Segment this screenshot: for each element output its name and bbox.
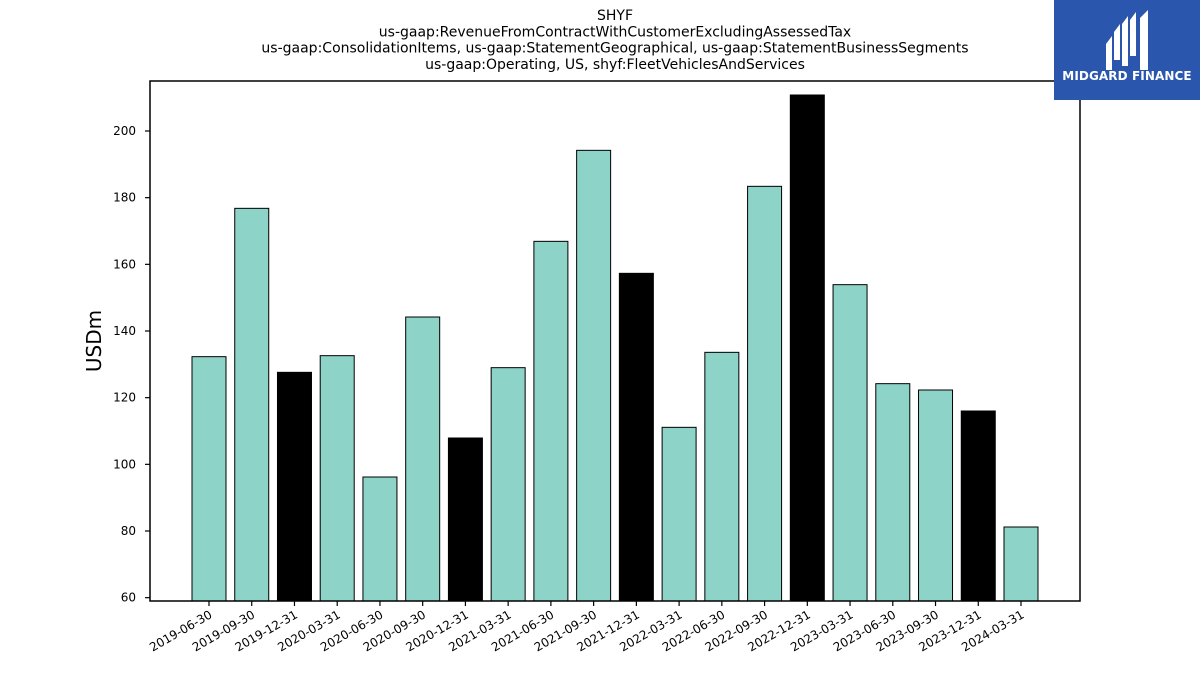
bar-2021-06-30 bbox=[533, 240, 569, 602]
bar-2024-03-31 bbox=[1003, 526, 1039, 602]
bar-2023-06-30 bbox=[875, 383, 911, 602]
bars bbox=[191, 94, 1039, 602]
y-tick-label: 200 bbox=[113, 124, 136, 138]
chart-title: SHYFus-gaap:RevenueFromContractWithCusto… bbox=[261, 8, 968, 73]
y-axis: 60 80 100 120 140 160 180 200 bbox=[113, 124, 150, 605]
logo-text: MIDGARD FINANCE bbox=[1062, 69, 1192, 83]
plot-frame bbox=[149, 80, 1081, 602]
y-tick-label: 60 bbox=[121, 591, 136, 605]
bar-2020-03-31 bbox=[319, 355, 355, 602]
bar-2022-06-30 bbox=[704, 351, 740, 602]
bar-2020-06-30 bbox=[362, 476, 398, 602]
bar-2019-12-31 bbox=[276, 371, 312, 602]
chart-title-line: us-gaap:RevenueFromContractWithCustomerE… bbox=[379, 24, 851, 40]
bar-2023-03-31 bbox=[832, 284, 868, 602]
y-tick-label: 180 bbox=[113, 191, 136, 205]
y-tick-label: 140 bbox=[113, 324, 136, 338]
bar-2023-09-30 bbox=[918, 389, 954, 602]
bar-2021-03-31 bbox=[490, 367, 526, 602]
y-tick-label: 80 bbox=[121, 524, 136, 538]
bar-2021-12-31 bbox=[618, 272, 654, 602]
bar-2022-12-31 bbox=[789, 94, 825, 602]
y-tick-label: 120 bbox=[113, 391, 136, 405]
y-tick-label: 100 bbox=[113, 457, 136, 471]
bar-2021-09-30 bbox=[576, 149, 612, 602]
bar-2022-03-31 bbox=[661, 426, 697, 602]
bar-2019-09-30 bbox=[234, 207, 270, 602]
bar-2023-12-31 bbox=[960, 410, 996, 602]
y-tick-label: 160 bbox=[113, 257, 136, 271]
chart-title-line: us-gaap:ConsolidationItems, us-gaap:Stat… bbox=[261, 41, 968, 57]
chart-title-line: us-gaap:Operating, US, shyf:FleetVehicle… bbox=[425, 57, 805, 73]
chart-title-line: SHYF bbox=[597, 8, 633, 24]
bar-2022-09-30 bbox=[747, 185, 783, 602]
bar-2020-12-31 bbox=[447, 437, 483, 602]
logo-mark-icon bbox=[1106, 10, 1148, 70]
midgard-finance-logo: MIDGARD FINANCE bbox=[1054, 0, 1200, 100]
bar-2020-09-30 bbox=[405, 316, 441, 602]
bar-2019-06-30 bbox=[191, 356, 227, 602]
x-axis: 2019-06-302019-09-302019-12-312020-03-31… bbox=[147, 601, 1027, 654]
y-axis-label: USDm bbox=[82, 310, 106, 372]
